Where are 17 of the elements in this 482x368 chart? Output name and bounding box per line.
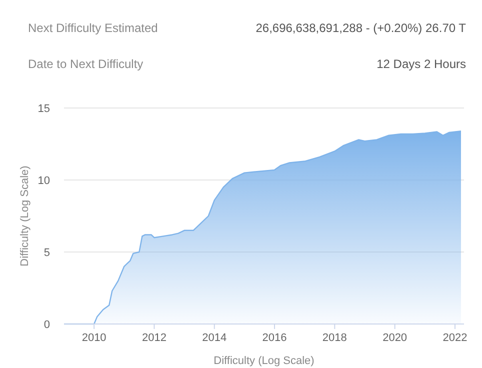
x-tick-label: 2010 xyxy=(82,332,106,344)
text: 26,696,638,691,288 - (+0.20%) 26.70 T xyxy=(256,21,467,35)
text: Date to Next Difficulty xyxy=(28,57,144,71)
x-tick-label: 2020 xyxy=(382,332,408,344)
y-axis-title: Difficulty (Log Scale) xyxy=(19,166,31,266)
x-tick-label: 2014 xyxy=(202,332,227,344)
x-tick-label: 2016 xyxy=(262,332,287,344)
text: 12 Days 2 Hours xyxy=(376,57,466,71)
x-tick-label: 2012 xyxy=(142,332,166,344)
x-tick-label: 2018 xyxy=(322,332,347,344)
y-tick-label: 10 xyxy=(38,174,50,187)
y-tick-label: 0 xyxy=(44,318,50,331)
text: Next Difficulty Estimated xyxy=(28,21,158,35)
x-tick-label: 2022 xyxy=(442,332,468,344)
y-tick-label: 15 xyxy=(38,102,50,115)
x-axis-title: Difficulty (Log Scale) xyxy=(214,355,314,367)
y-tick-label: 5 xyxy=(44,246,50,259)
